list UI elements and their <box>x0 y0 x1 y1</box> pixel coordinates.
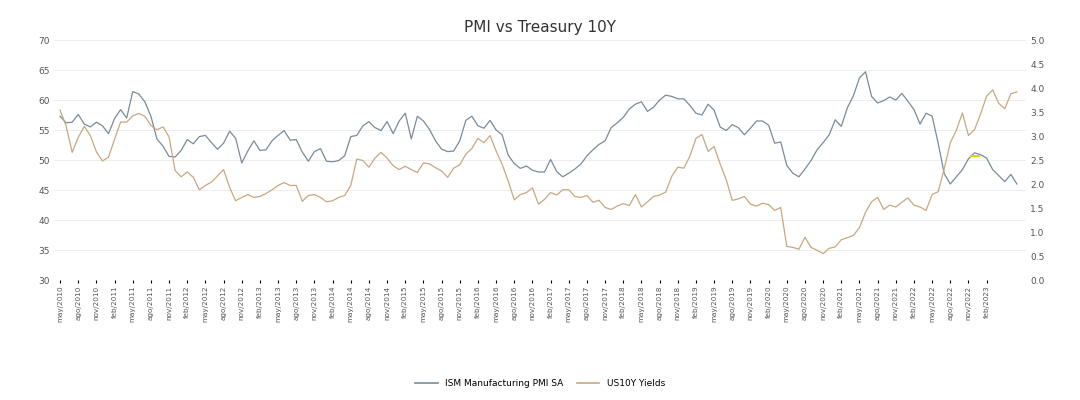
Title: PMI vs Treasury 10Y: PMI vs Treasury 10Y <box>464 20 616 35</box>
Legend: ISM Manufacturing PMI SA, US10Y Yields: ISM Manufacturing PMI SA, US10Y Yields <box>411 375 669 392</box>
